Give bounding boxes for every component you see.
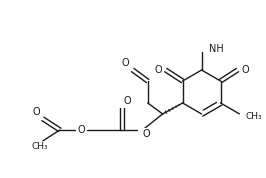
Text: O: O <box>77 125 85 135</box>
Text: CH₃: CH₃ <box>246 112 262 121</box>
Text: O: O <box>121 58 129 68</box>
Text: O: O <box>143 129 151 139</box>
Text: O: O <box>242 65 249 75</box>
Text: NH: NH <box>209 44 223 54</box>
Text: O: O <box>154 65 162 75</box>
Text: CH₃: CH₃ <box>32 142 48 151</box>
Text: O: O <box>124 96 131 106</box>
Text: O: O <box>32 107 40 117</box>
